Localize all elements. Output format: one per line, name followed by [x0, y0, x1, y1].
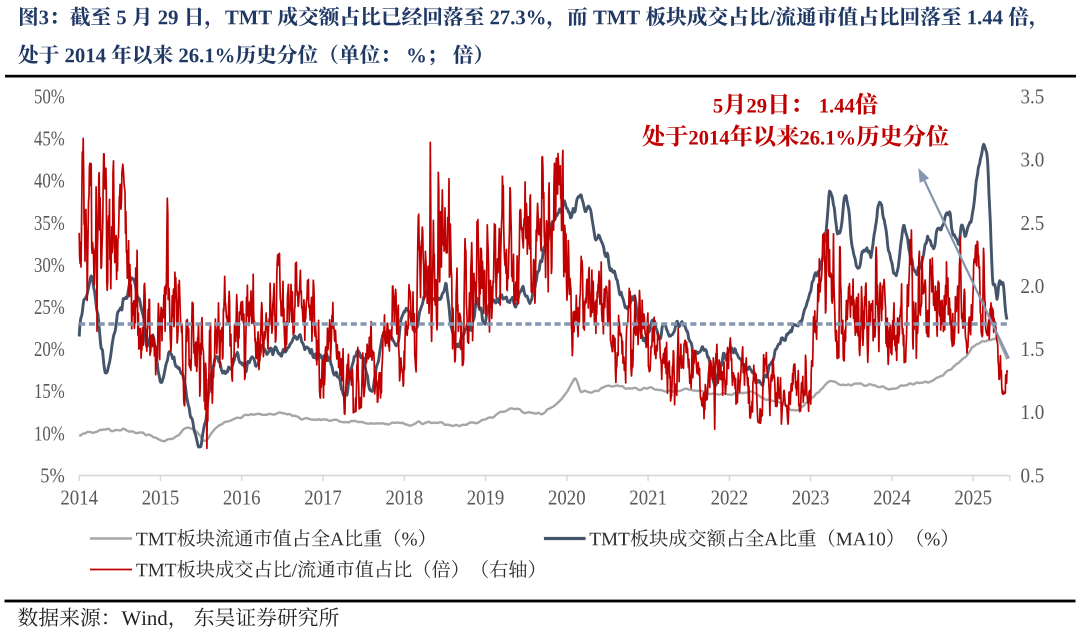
svg-text:50%: 50%: [34, 85, 65, 109]
svg-text:1.0: 1.0: [1021, 400, 1045, 424]
svg-text:2.0: 2.0: [1021, 274, 1045, 298]
svg-text:2020: 2020: [548, 486, 586, 510]
svg-text:2017: 2017: [304, 486, 342, 510]
svg-text:2024: 2024: [873, 486, 911, 510]
svg-text:2018: 2018: [386, 486, 424, 510]
svg-text:2023: 2023: [792, 486, 830, 510]
svg-text:3.0: 3.0: [1021, 148, 1045, 172]
svg-text:45%: 45%: [34, 127, 65, 151]
svg-text:2025: 2025: [954, 486, 992, 510]
svg-text:5%: 5%: [40, 463, 65, 487]
svg-text:25%: 25%: [34, 295, 65, 319]
svg-text:20%: 20%: [34, 337, 65, 361]
svg-text:10%: 10%: [34, 421, 65, 445]
svg-text:30%: 30%: [34, 253, 65, 277]
svg-text:2016: 2016: [223, 486, 261, 510]
svg-text:40%: 40%: [34, 169, 65, 193]
svg-text:2015: 2015: [142, 486, 180, 510]
svg-text:1.5: 1.5: [1021, 337, 1045, 361]
svg-text:2019: 2019: [467, 486, 505, 510]
svg-text:3.5: 3.5: [1021, 85, 1045, 109]
svg-text:2021: 2021: [629, 486, 667, 510]
svg-text:0.5: 0.5: [1021, 463, 1045, 487]
svg-text:2.5: 2.5: [1021, 211, 1045, 235]
svg-text:15%: 15%: [34, 379, 65, 403]
svg-text:35%: 35%: [34, 211, 65, 235]
svg-text:2014: 2014: [60, 486, 98, 510]
svg-text:2022: 2022: [711, 486, 749, 510]
